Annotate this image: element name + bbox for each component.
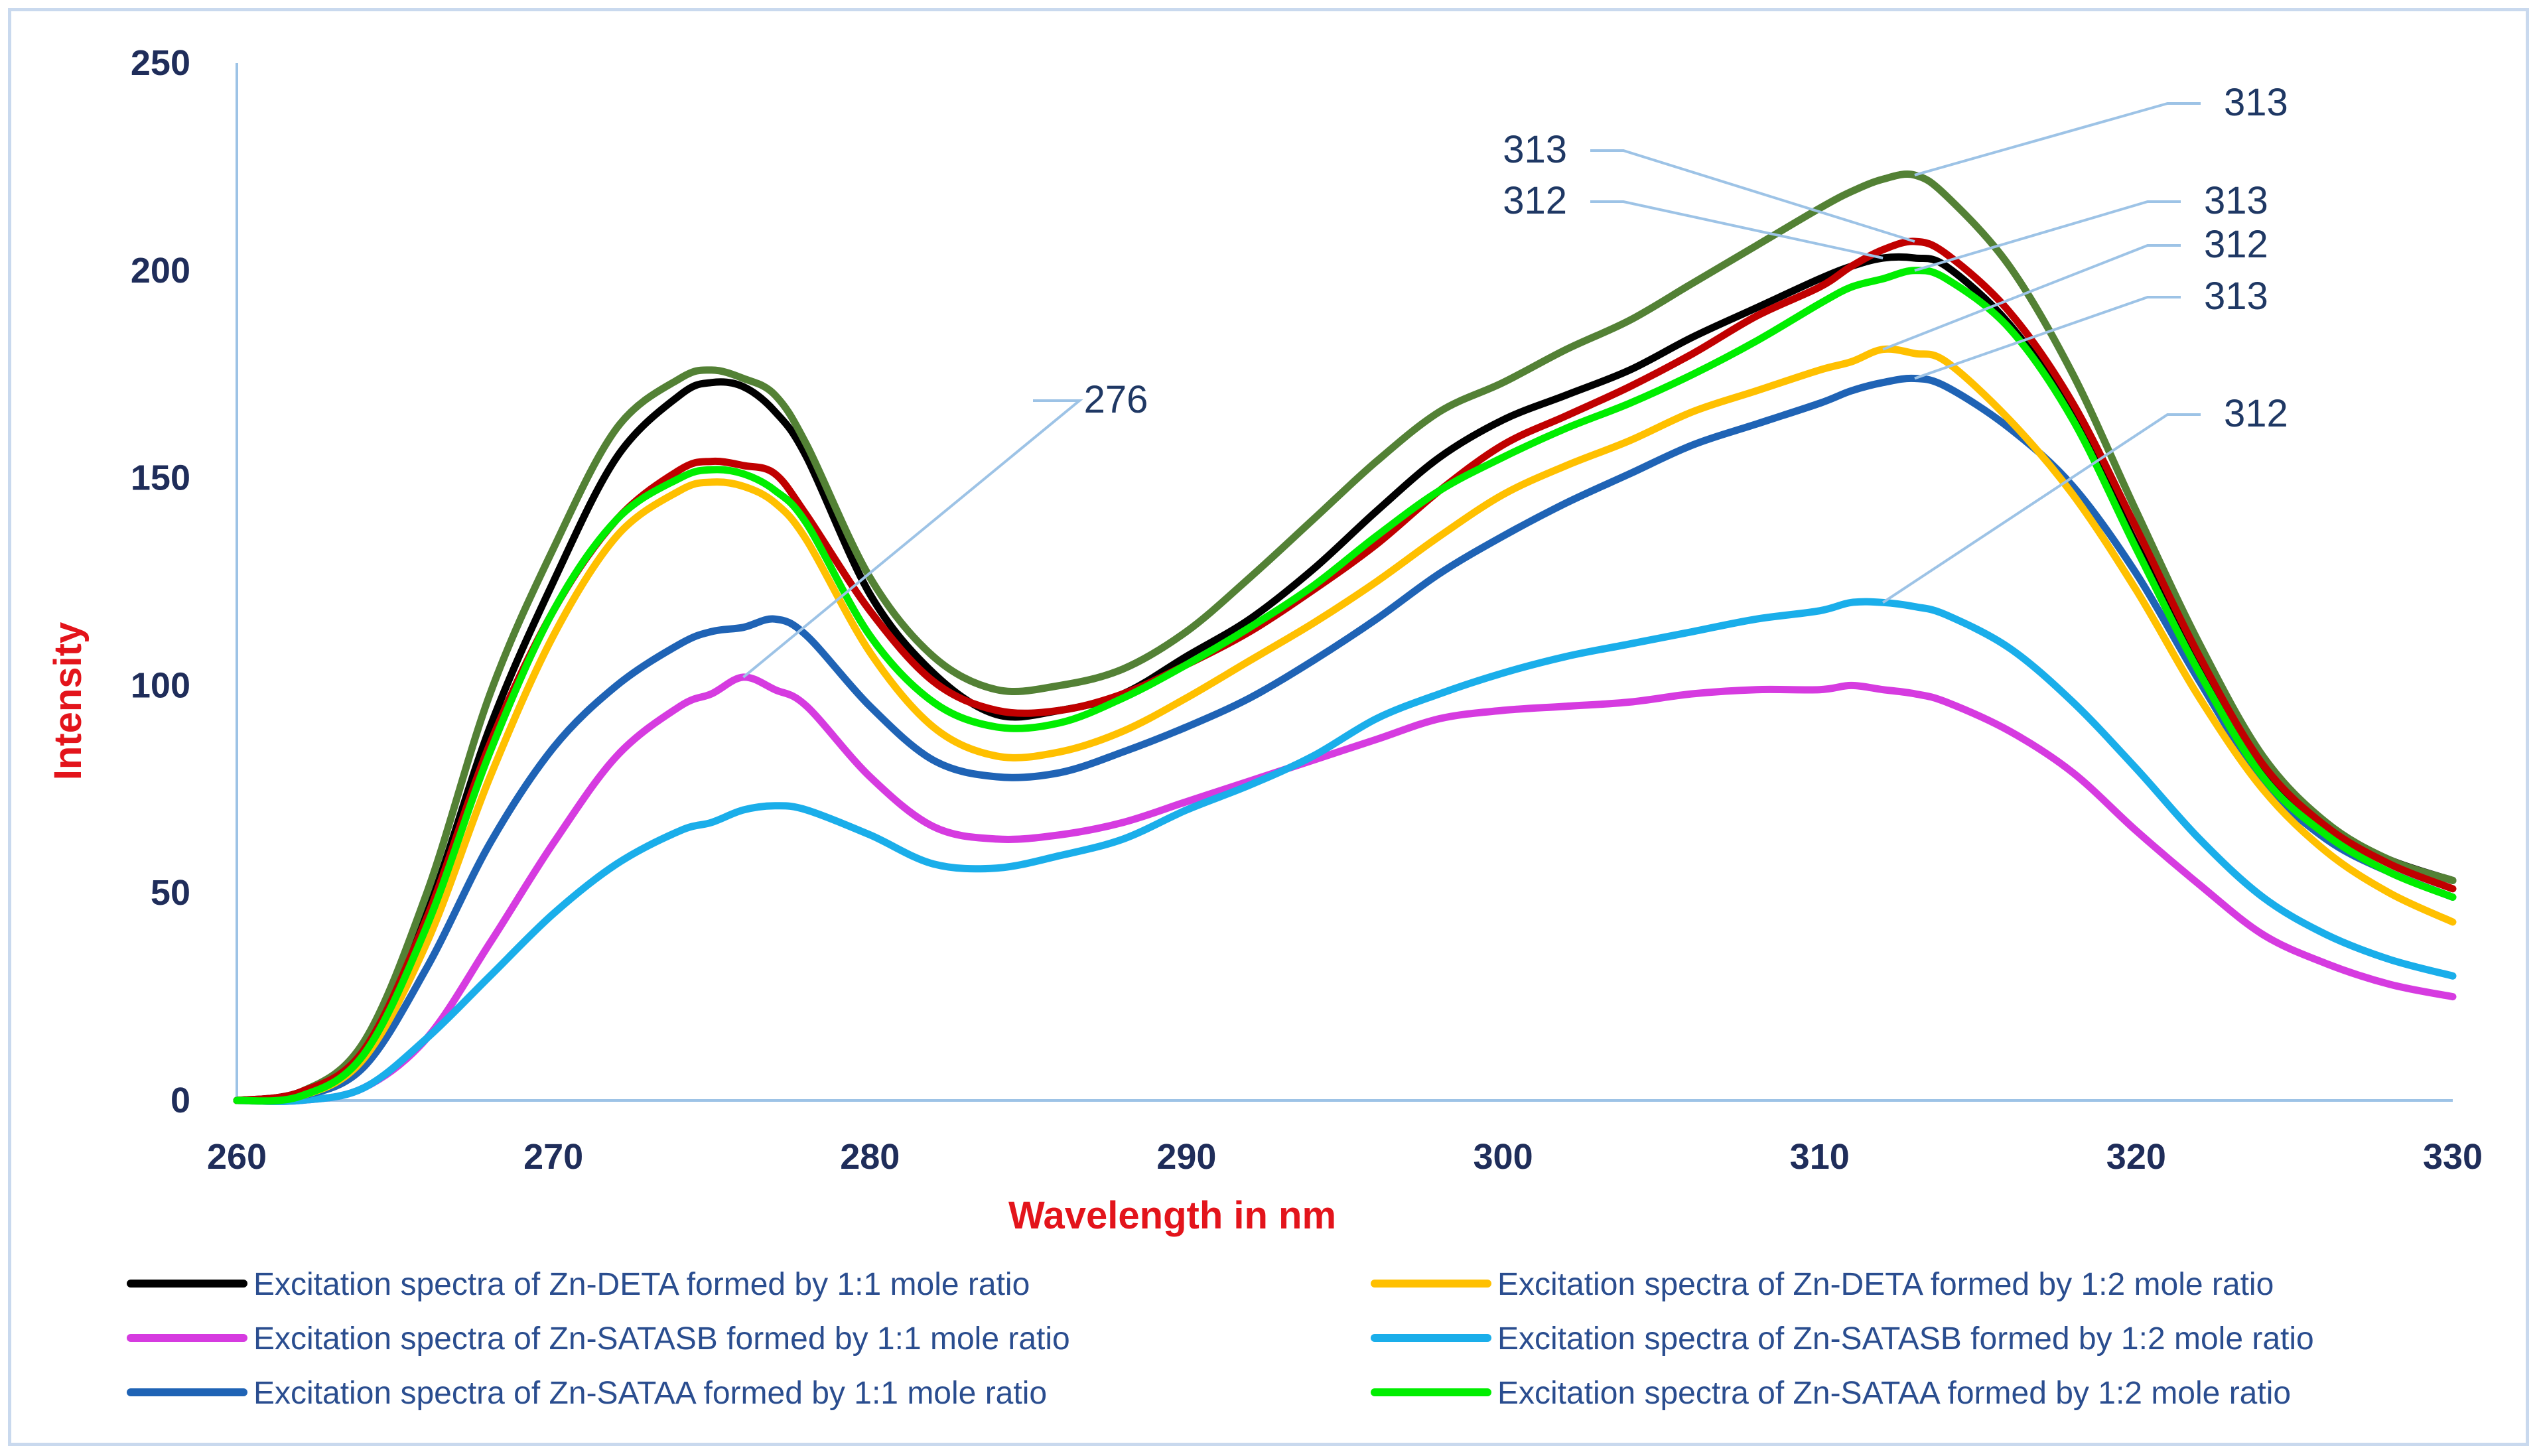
series-line-2 (233, 345, 2457, 1104)
y-tick-label: 50 (151, 873, 190, 913)
x-tick-label: 260 (207, 1137, 267, 1177)
x-tick-label: 270 (523, 1137, 583, 1177)
y-tick-label: 100 (131, 665, 190, 705)
x-tick-label: 330 (2423, 1137, 2483, 1177)
x-tick-label: 300 (1474, 1137, 1533, 1177)
legend-label: Excitation spectra of Zn-SATASB formed b… (1497, 1321, 2314, 1357)
annotation-label: 313 (2204, 179, 2268, 222)
y-axis-title: Intensity (46, 622, 90, 781)
annotation-label: 313 (2224, 81, 2288, 124)
series-line-5 (233, 374, 2457, 1104)
series-lines (233, 170, 2457, 1105)
x-tick-label: 320 (2106, 1137, 2166, 1177)
series-line-1 (233, 253, 2457, 1104)
x-tick-label: 290 (1156, 1137, 1216, 1177)
annotation-leader-line (1590, 149, 1915, 243)
annotation-leader-line (1914, 200, 2181, 272)
y-tick-label: 0 (171, 1081, 190, 1120)
annotation-leader-line (1882, 244, 2181, 351)
annotation-leader-line (1882, 413, 2201, 604)
annotation-label: 276 (1084, 378, 1148, 421)
x-axis-title: Wavelength in nm (1008, 1194, 1336, 1237)
legend-label: Excitation spectra of Zn-DETA formed by … (253, 1267, 1030, 1302)
series-line-7 (233, 170, 2457, 1104)
legend-label: Excitation spectra of Zn-SATASB formed b… (253, 1321, 1070, 1357)
annotation-label: 312 (2204, 223, 2268, 266)
series-line-6 (233, 267, 2457, 1105)
y-tick-label: 150 (131, 458, 190, 498)
y-tick-label: 200 (131, 251, 190, 291)
annotation-label: 312 (1503, 179, 1567, 222)
series-line-3 (233, 673, 2457, 1105)
annotation-label: 313 (1503, 128, 1567, 171)
x-axis-ticks: 260 270 280 290 300 310 320 330 (207, 1137, 2483, 1177)
annotation-leader-line (1914, 102, 2201, 176)
legend: Excitation spectra of Zn-DETA formed by … (127, 1267, 2314, 1411)
y-axis-ticks: 0 50 100 150 200 250 (131, 43, 190, 1120)
line-chart: 0 50 100 150 200 250 260 270 280 290 300 310 320 330… (46, 43, 2483, 1411)
series-line-4 (233, 598, 2457, 1105)
chart-frame: 0 50 100 150 200 250 260 270 280 290 300 310 320 330… (8, 8, 2529, 1446)
annotation-leader-line (1590, 200, 1884, 259)
annotation-label: 312 (2224, 392, 2288, 435)
legend-label: Excitation spectra of Zn-SATAA formed by… (1497, 1376, 2291, 1411)
axes (236, 63, 2453, 1102)
y-tick-label: 250 (131, 43, 190, 83)
legend-label: Excitation spectra of Zn-SATAA formed by… (253, 1376, 1047, 1411)
legend-label: Excitation spectra of Zn-DETA formed by … (1497, 1267, 2274, 1302)
annotation-label: 313 (2204, 275, 2268, 318)
series-line-8 (233, 237, 2457, 1104)
x-tick-label: 280 (840, 1137, 900, 1177)
x-tick-label: 310 (1790, 1137, 1850, 1177)
annotation-leader-line (1914, 296, 2181, 380)
annotation-leader-line (742, 399, 1083, 679)
